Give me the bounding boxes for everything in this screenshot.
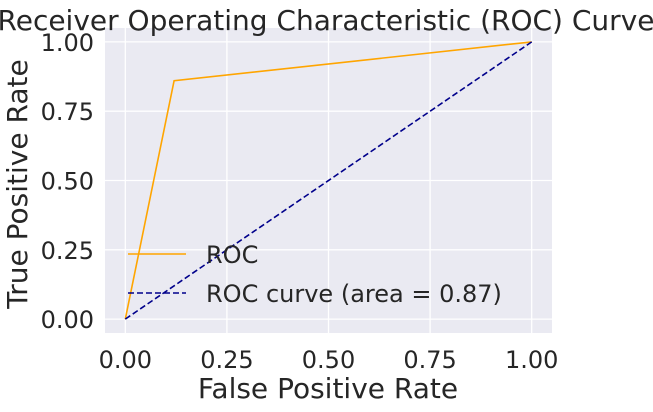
y-tick-labels: 0.00 0.25 0.50 0.75 1.00 [41,29,94,334]
legend: ROC ROC curve (area = 0.87) [128,241,502,308]
y-tick-label: 0.50 [41,168,94,196]
diagonal-reference-line [124,41,533,320]
x-axis-label: False Positive Rate [198,372,458,405]
y-tick-label: 0.25 [41,237,94,265]
legend-label-roc-curve: ROC curve (area = 0.87) [206,280,502,308]
chart-title: Receiver Operating Characteristic (ROC) … [0,4,653,37]
series-layer [124,41,533,320]
y-gridlines [105,41,552,320]
x-tick-label: 1.00 [505,346,558,374]
x-tick-label: 0.00 [99,346,152,374]
y-tick-label: 1.00 [41,29,94,57]
y-axis-label: True Positive Rate [1,59,34,309]
x-tick-labels: 0.00 0.25 0.50 0.75 1.00 [99,346,559,374]
y-tick-label: 0.75 [41,98,94,126]
x-tick-label: 0.50 [302,346,355,374]
legend-label-roc: ROC [206,241,258,269]
x-tick-label: 0.75 [403,346,456,374]
x-tick-label: 0.25 [200,346,253,374]
roc-series-line [124,41,532,320]
y-tick-label: 0.00 [41,306,94,334]
